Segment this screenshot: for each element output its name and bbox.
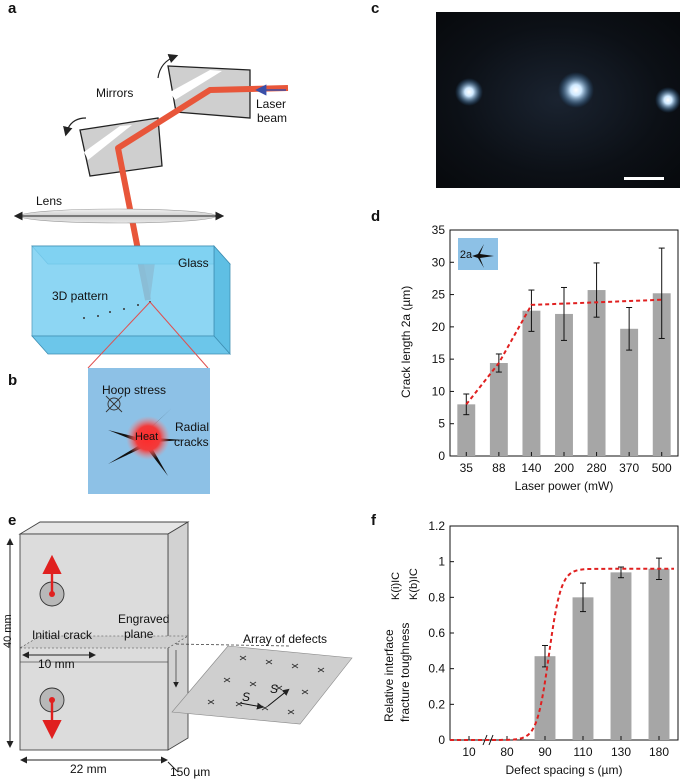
glass-label: Glass bbox=[178, 256, 209, 270]
chart-f-ratio-num: K(i)IC bbox=[390, 571, 402, 600]
spacing-label-1: S bbox=[242, 690, 251, 704]
chart-d-ytick-label: 5 bbox=[438, 417, 445, 431]
panel-letter-e: e bbox=[8, 512, 17, 529]
chart-f: 0 0.2 0.4 0.6 0.8 1 1.2 10 80 90 110 130 180 Defect s… bbox=[428, 519, 679, 777]
thickness-label: 150 µm bbox=[170, 765, 211, 779]
panel-letter-b: b bbox=[8, 372, 18, 389]
specimen-block bbox=[18, 521, 190, 751]
chart-d-xtick-label: 500 bbox=[652, 461, 672, 475]
chart-d-bar bbox=[489, 363, 508, 456]
hoop-stress-icon bbox=[105, 395, 123, 413]
chart-d-xtick-label: 370 bbox=[619, 461, 639, 475]
chart-f-xtick-label: 90 bbox=[538, 745, 552, 759]
chart-d-bar bbox=[620, 328, 639, 456]
lens-label: Lens bbox=[36, 194, 63, 208]
chart-f-ylabel-2: fracture toughness bbox=[398, 622, 412, 722]
crack-length-label: 10 mm bbox=[38, 657, 75, 671]
chart-d-fit-line bbox=[465, 298, 662, 405]
chart-f-ytick-label: 1.2 bbox=[428, 519, 445, 533]
chart-f-axis-break bbox=[482, 734, 488, 746]
upper-rotation-arrow bbox=[157, 54, 179, 79]
width-label: 22 mm bbox=[70, 762, 107, 776]
panel-b-illustration bbox=[88, 368, 210, 494]
chart-f-bar bbox=[610, 572, 632, 740]
chart-d-bar bbox=[652, 293, 671, 456]
chart-f-xlabel: Defect spacing s (µm) bbox=[506, 763, 623, 777]
chart-f-xtick-label: 180 bbox=[649, 745, 669, 759]
chart-d-ytick-label: 35 bbox=[432, 223, 446, 237]
defect-spot-2 bbox=[558, 72, 594, 108]
spacing-label-2: S bbox=[270, 682, 279, 696]
panel-letter-c: c bbox=[371, 0, 380, 17]
chart-d-bar bbox=[587, 290, 606, 456]
radial-label-1: Radial bbox=[175, 420, 210, 434]
upper-pin-hole bbox=[39, 554, 65, 607]
heat-label: Heat bbox=[135, 431, 159, 443]
panel-letter-a: a bbox=[8, 0, 17, 17]
defect-spot-1 bbox=[455, 78, 483, 106]
chart-d: 0 5 10 15 20 25 30 35 35 88 140 200 280 370 500 Laser p… bbox=[432, 223, 679, 493]
chart-d-ytick-label: 0 bbox=[438, 449, 445, 463]
laser-label-2: beam bbox=[257, 111, 288, 125]
chart-d-ytick-label: 10 bbox=[432, 384, 446, 398]
chart-f-xtick-label: 10 bbox=[462, 745, 476, 759]
pattern-dots bbox=[83, 301, 151, 319]
chart-f-xtick-label: 110 bbox=[573, 745, 592, 759]
pattern-label: 3D pattern bbox=[52, 289, 109, 303]
hoop-stress-label: Hoop stress bbox=[102, 383, 167, 397]
chart-f-bar bbox=[572, 597, 594, 740]
chart-f-axis-break bbox=[488, 734, 494, 746]
chart-d-ytick-label: 20 bbox=[432, 320, 446, 334]
chart-f-ytick-label: 0.6 bbox=[428, 626, 445, 640]
chart-d-ytick-label: 30 bbox=[432, 255, 446, 269]
height-label: 40 mm bbox=[2, 614, 14, 648]
chart-d-bar bbox=[555, 313, 573, 456]
chart-d-ytick-label: 15 bbox=[432, 352, 446, 366]
chart-d-xlabel: Laser power (mW) bbox=[515, 479, 614, 493]
defect-array-plane bbox=[171, 645, 353, 725]
chart-d-xtick-label: 140 bbox=[521, 461, 541, 475]
chart-d-inset: 2a bbox=[458, 238, 498, 270]
chart-d-xtick-label: 280 bbox=[587, 461, 607, 475]
chart-f-xtick-label: 130 bbox=[611, 745, 631, 759]
micrograph bbox=[436, 12, 680, 188]
chart-f-ytick-label: 1 bbox=[438, 555, 445, 569]
scale-bar bbox=[624, 177, 664, 180]
panel-a-illustration bbox=[13, 54, 289, 369]
chart-d-inset-crack-icon bbox=[472, 244, 494, 268]
mirrors-label: Mirrors bbox=[96, 86, 134, 100]
chart-d-bar bbox=[457, 404, 476, 456]
panel-letter-f: f bbox=[371, 512, 376, 529]
chart-f-fit-curve bbox=[450, 567, 674, 741]
lower-rotation-arrow bbox=[63, 117, 87, 137]
panel-letter-d: d bbox=[371, 208, 381, 225]
engraved-label-1: Engraved bbox=[118, 612, 170, 626]
chart-d-ylabel: Crack length 2a (µm) bbox=[399, 285, 413, 398]
chart-f-ytick-label: 0 bbox=[438, 733, 445, 747]
chart-f-xtick-label: 80 bbox=[500, 745, 514, 759]
chart-d-xtick-label: 200 bbox=[554, 461, 574, 475]
initial-crack-label: Initial crack bbox=[32, 628, 93, 642]
array-label: Array of defects bbox=[243, 632, 328, 646]
chart-f-ytick-label: 0.2 bbox=[428, 697, 445, 711]
panel-e-illustration bbox=[6, 521, 353, 773]
chart-d-inset-label: 2a bbox=[460, 249, 473, 261]
chart-f-ytick-label: 0.4 bbox=[428, 662, 445, 676]
chart-d-ytick-label: 25 bbox=[432, 288, 446, 302]
laser-label-1: Laser bbox=[256, 97, 287, 111]
lower-pin-hole bbox=[39, 687, 65, 740]
chart-d-bar bbox=[522, 310, 541, 456]
chart-f-ratio-den: K(b)IC bbox=[408, 568, 420, 600]
engraved-label-2: plane bbox=[124, 627, 154, 641]
chart-f-ylabel-1: Relative interface bbox=[382, 629, 396, 722]
defect-spot-3 bbox=[655, 87, 680, 113]
chart-f-bar bbox=[648, 568, 670, 740]
glass-block bbox=[31, 244, 231, 356]
chart-f-frame bbox=[449, 525, 679, 741]
chart-f-bar bbox=[534, 656, 556, 740]
chart-d-xtick-label: 35 bbox=[460, 461, 474, 475]
radial-label-2: cracks bbox=[174, 435, 209, 449]
chart-f-ytick-label: 0.8 bbox=[428, 590, 445, 604]
chart-d-xtick-label: 88 bbox=[492, 461, 506, 475]
